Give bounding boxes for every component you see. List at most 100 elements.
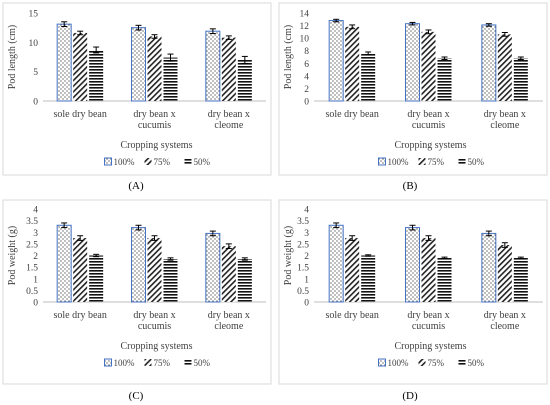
x-tick-label: dry bean x [208, 310, 250, 321]
legend-swatch [458, 359, 466, 366]
bar-75pct [73, 32, 88, 101]
legend-label: 75% [428, 358, 445, 368]
legend-swatch [458, 158, 466, 165]
y-axis-label: Pod length (cm) [283, 25, 294, 89]
bar-50pct [163, 57, 178, 101]
x-tick-label: sole dry bean [326, 310, 379, 321]
bar-75pct [421, 31, 436, 101]
bar-100pct [481, 232, 497, 303]
chart-panel-b: 0 2 4 6 8 10 12 14 Pod length (cm) sole dry bean d… [278, 2, 548, 176]
x-tick-label: sole dry bean [326, 109, 379, 120]
bar-100pct [131, 227, 146, 303]
y-tick-label: 0 [33, 299, 38, 309]
legend-label: 100% [114, 157, 136, 167]
bar-100pct [56, 23, 72, 102]
bar-100pct [328, 20, 344, 102]
x-axis-title: Cropping systems [121, 140, 193, 151]
y-tick-label: 3 [33, 229, 38, 239]
y-tick-label: 3 [304, 229, 309, 239]
y-tick-label: 2.5 [26, 240, 38, 250]
y-tick-label: 1 [33, 275, 38, 285]
legend-swatch [144, 158, 152, 165]
y-tick-label: 10 [300, 35, 310, 45]
y-tick-label: 3.5 [297, 217, 309, 227]
y-tick-label: 4 [33, 206, 38, 216]
y-axis-label: Pod weight (g) [283, 226, 294, 285]
panel-label-b: (B) [402, 180, 418, 192]
legend-label: 50% [468, 157, 485, 167]
bar-100pct [205, 232, 221, 303]
x-axis-title: Cropping systems [395, 140, 467, 151]
x-axis-title: Cropping systems [121, 341, 193, 352]
x-tick-label: sole dry bean [54, 109, 107, 120]
y-tick-label: 0 [33, 98, 38, 108]
y-tick-label: 1.5 [297, 264, 309, 274]
x-tick-label: cleome [490, 120, 519, 131]
legend-swatch [104, 358, 112, 367]
bar-100pct [56, 224, 72, 303]
x-tick-label: cucumis [138, 120, 171, 131]
x-tick-label: cucumis [412, 120, 445, 131]
bar-50pct [437, 58, 452, 101]
y-tick-label: 8 [304, 47, 309, 57]
legend-label: 50% [468, 358, 485, 368]
x-tick-label: dry bean x [484, 109, 526, 120]
bar-75pct [421, 238, 436, 302]
legend-label: 100% [114, 358, 136, 368]
chart-panel-c: 0 0.5 11.5 2 2.53 3.54 Pod weight (g) sole dry … [2, 199, 272, 385]
bar-100pct [131, 27, 146, 102]
y-tick-label: 5 [33, 68, 38, 78]
bar-100pct [405, 23, 420, 102]
bar-50pct [89, 49, 104, 101]
bar-50pct [513, 257, 528, 302]
bar-50pct [237, 59, 252, 101]
y-tick-label: 0 [304, 299, 309, 309]
y-tick-label: 12 [300, 22, 310, 32]
bar-50pct [361, 53, 376, 101]
legend-swatch [418, 359, 426, 366]
panel-label-c: (C) [128, 390, 144, 402]
y-tick-label: 2 [304, 252, 309, 262]
legend-swatch [418, 158, 426, 165]
legend-swatch [378, 358, 386, 367]
legend-label: 75% [428, 157, 445, 167]
bar-75pct [73, 238, 88, 302]
legend-label: 100% [388, 157, 410, 167]
x-tick-label: cleome [490, 321, 519, 332]
legend-swatch [104, 157, 112, 166]
bar-75pct [221, 246, 236, 302]
y-tick-label: 3.5 [26, 217, 38, 227]
legend-swatch [378, 157, 386, 166]
x-tick-label: dry bean x [208, 109, 250, 120]
bar-100pct [205, 30, 221, 102]
y-tick-label: 0.5 [297, 287, 309, 297]
legend-label: 75% [154, 157, 171, 167]
x-tick-label: dry bean x [133, 310, 175, 321]
legend-label: 50% [194, 157, 211, 167]
bar-50pct [163, 258, 178, 302]
x-tick-label: dry bean x [407, 310, 449, 321]
legend-swatch [184, 158, 192, 165]
y-tick-label: 15 [29, 10, 39, 20]
bar-100pct [481, 24, 497, 102]
y-tick-label: 10 [29, 39, 39, 49]
x-tick-label: cleome [214, 120, 243, 131]
y-tick-label: 1 [304, 275, 309, 285]
y-tick-label: 14 [300, 10, 310, 20]
y-tick-label: 4 [304, 72, 309, 82]
bar-75pct [497, 245, 512, 302]
panel-label-d: (D) [402, 390, 418, 402]
x-axis-title: Cropping systems [395, 341, 467, 352]
y-tick-label: 2.5 [297, 240, 309, 250]
chart-panel-a: 0 5 10 15 Pod length (cm) sole dry bean dry be… [2, 2, 272, 176]
y-tick-label: 0.5 [26, 287, 38, 297]
bar-75pct [147, 238, 162, 302]
legend-swatch [184, 359, 192, 366]
bar-75pct [497, 34, 512, 101]
legend-label: 50% [194, 358, 211, 368]
x-tick-label: sole dry bean [54, 310, 107, 321]
y-axis-label: Pod length (cm) [7, 25, 18, 89]
bar-100pct [405, 227, 420, 303]
bar-100pct [328, 224, 344, 303]
x-tick-label: cucumis [138, 321, 171, 332]
